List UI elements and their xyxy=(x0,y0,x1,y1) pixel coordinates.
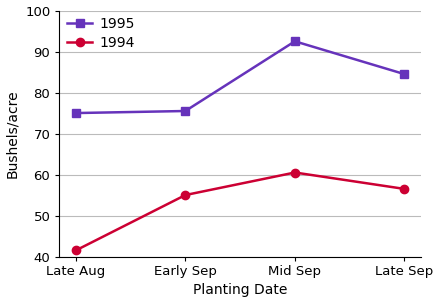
X-axis label: Planting Date: Planting Date xyxy=(193,283,287,298)
Y-axis label: Bushels/acre: Bushels/acre xyxy=(6,89,19,178)
Legend: 1995, 1994: 1995, 1994 xyxy=(64,15,137,53)
